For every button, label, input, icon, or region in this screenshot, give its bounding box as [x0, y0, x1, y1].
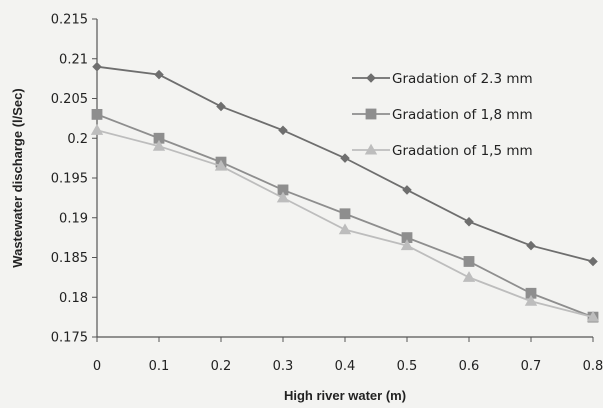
legend-label: Gradation of 1,5 mm — [392, 143, 533, 159]
data-point — [526, 240, 536, 251]
x-tick-label: 0.4 — [335, 359, 356, 374]
data-point — [216, 101, 226, 112]
y-tick-label: 0.215 — [51, 13, 88, 28]
x-tick-label: 0.1 — [149, 359, 170, 374]
data-point — [154, 69, 164, 80]
x-tick-label: 0.3 — [273, 359, 294, 374]
data-point — [278, 125, 288, 136]
data-point — [339, 208, 351, 220]
legend-marker — [365, 108, 377, 120]
data-point — [586, 310, 600, 322]
legend-label: Gradation of 2.3 mm — [392, 71, 533, 87]
y-axis-title: Wastewater discharge (l/Sec) — [10, 88, 25, 267]
y-tick-label: 0.18 — [59, 291, 88, 306]
x-tick-label: 0.8 — [583, 359, 603, 374]
legend-label: Gradation of 1,8 mm — [392, 107, 533, 123]
x-tick-label: 0.2 — [211, 359, 232, 374]
data-point — [92, 61, 102, 72]
y-tick-label: 0.205 — [51, 92, 88, 107]
legend: Gradation of 2.3 mm Gradation of 1,8 mm Gr… — [352, 71, 533, 159]
data-point — [400, 239, 414, 251]
data-point — [276, 191, 290, 203]
data-point — [340, 153, 350, 163]
legend-marker — [366, 73, 376, 83]
data-point — [464, 216, 474, 227]
data-point — [402, 185, 412, 195]
x-tick-label: 0 — [93, 359, 101, 374]
series-diamond — [92, 61, 598, 267]
x-axis-ticks: 0 0.1 0.2 0.3 0.4 0.5 0.6 0.7 0.8 — [93, 337, 603, 374]
data-point — [463, 256, 475, 267]
data-point — [524, 294, 538, 306]
y-tick-label: 0.2 — [67, 132, 88, 147]
y-tick-label: 0.175 — [51, 331, 88, 346]
legend-item: Gradation of 1,5 mm — [352, 143, 533, 159]
legend-marker — [364, 143, 378, 155]
data-point — [214, 159, 228, 171]
y-tick-label: 0.195 — [51, 172, 88, 187]
legend-item: Gradation of 1,8 mm — [352, 107, 533, 123]
data-point — [588, 256, 598, 267]
y-tick-label: 0.185 — [51, 251, 88, 266]
data-point — [152, 139, 166, 151]
data-point — [338, 223, 352, 235]
y-tick-label: 0.19 — [59, 211, 88, 226]
legend-item: Gradation of 2.3 mm — [352, 71, 533, 87]
y-tick-label: 0.21 — [59, 52, 88, 67]
x-tick-label: 0.6 — [459, 359, 480, 374]
series-triangle — [90, 123, 600, 322]
y-axis-ticks: 0.175 0.18 0.185 0.19 0.195 0.2 0.205 0.21 0.215 — [51, 13, 97, 346]
data-point — [462, 271, 476, 282]
x-tick-label: 0.7 — [521, 359, 542, 374]
x-tick-label: 0.5 — [397, 359, 418, 374]
x-axis-title: High river water (m) — [284, 388, 406, 403]
data-point — [91, 109, 103, 120]
series-layer — [90, 61, 600, 323]
data-point — [90, 123, 104, 135]
